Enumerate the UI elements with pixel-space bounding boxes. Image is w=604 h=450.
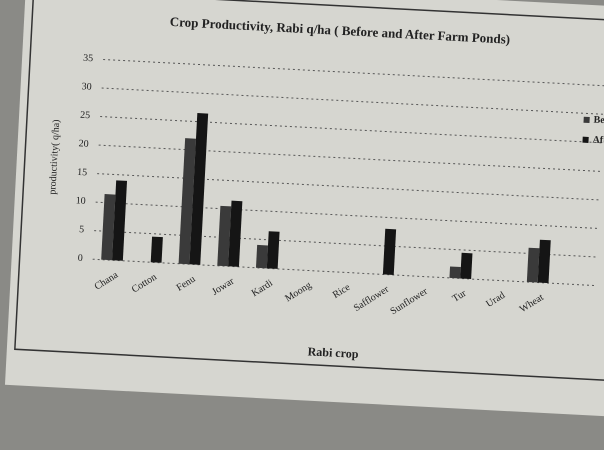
bar (267, 231, 280, 269)
legend-swatch (582, 137, 588, 143)
bar (460, 253, 472, 279)
bar (449, 266, 460, 278)
y-tick-label: 5 (79, 224, 85, 235)
y-tick-label: 30 (81, 81, 92, 93)
y-tick-label: 25 (80, 110, 91, 122)
y-tick-label: 0 (77, 253, 83, 264)
y-tick-label: 20 (78, 138, 89, 150)
x-axis-label: Rabi crop (307, 344, 359, 361)
paper-sheet (5, 0, 604, 417)
legend-swatch (583, 117, 589, 123)
chart: Crop Productivity, Rabi q/ha ( Before an… (0, 0, 604, 450)
y-tick-label: 10 (75, 195, 86, 207)
bar (256, 245, 268, 268)
bar (151, 237, 163, 263)
legend-label: Before (593, 115, 604, 127)
paper: Crop Productivity, Rabi q/ha ( Before an… (5, 0, 604, 417)
legend-label: After (592, 135, 604, 147)
bar (527, 248, 540, 283)
y-tick-label: 35 (83, 53, 94, 65)
page: {"chart_data": {"type": "bar", "title": … (0, 0, 604, 450)
y-tick-label: 15 (77, 167, 88, 179)
bar (538, 240, 551, 283)
